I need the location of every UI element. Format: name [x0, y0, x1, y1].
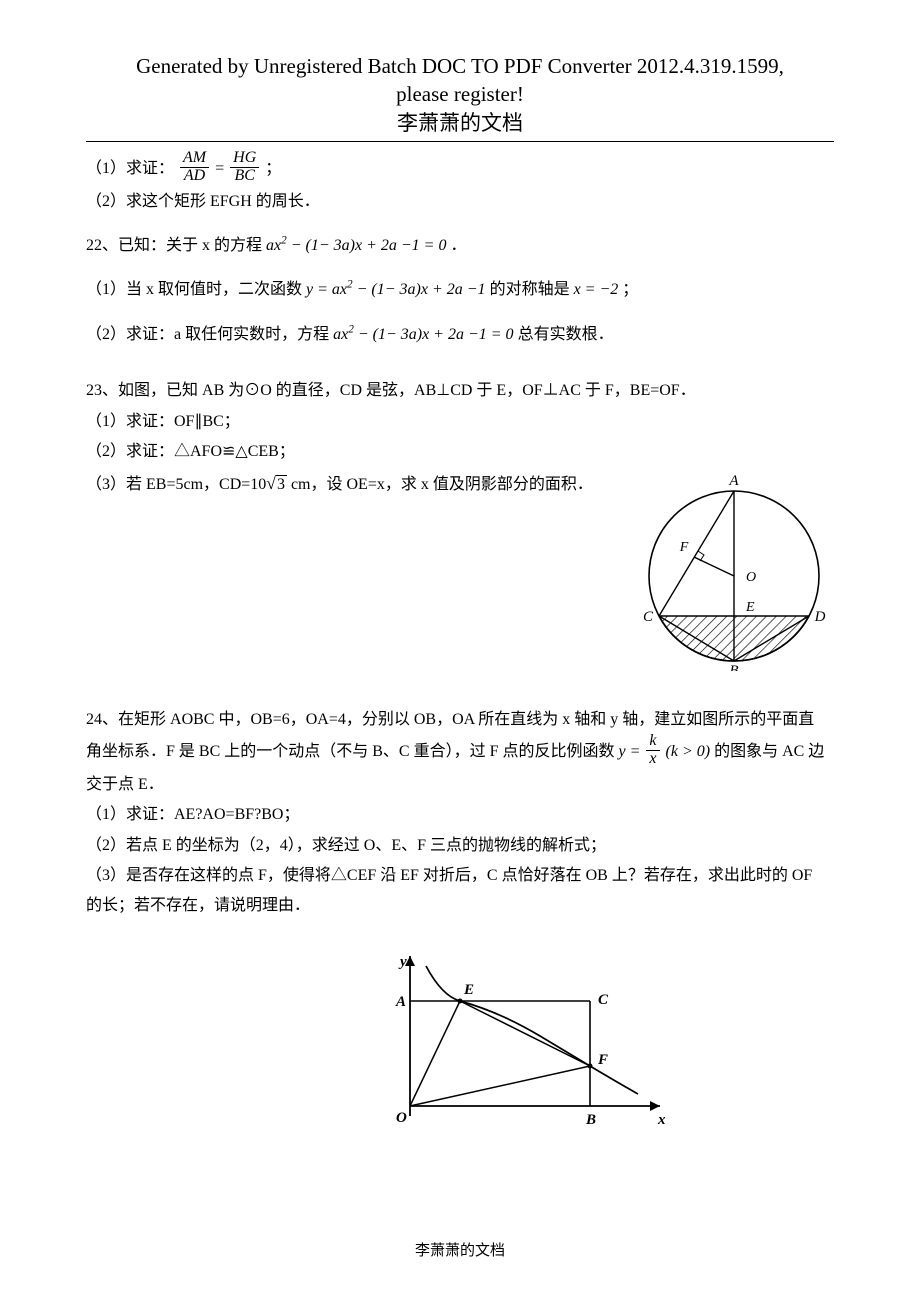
q23-p3-val: 10 [250, 476, 266, 493]
q23-lead: 如图，已知 AB 为⊙O 的直径，CD 是弦，AB⊥CD 于 E，OF⊥AC 于… [118, 382, 696, 399]
q22-p1-y: y = ax2 − (1− 3a)x + 2a −1 [306, 281, 486, 298]
label-D: D [814, 609, 826, 625]
q22-p1-end: ； [622, 281, 638, 298]
footer: 李萧萧的文档 [0, 1239, 920, 1260]
txt: ax [266, 237, 281, 254]
q22-p2-lead: （2）求证：a 取任何实数时，方程 [86, 326, 329, 343]
label-C: C [598, 992, 609, 1008]
axis-x-label: x [657, 1112, 666, 1128]
q23-part2: （2）求证：△AFO≌△CEB； [86, 437, 834, 467]
q21-part1: （1）求证： AM AD = HG BC ； [86, 152, 834, 187]
q23-stem: 23、如图，已知 AB 为⊙O 的直径，CD 是弦，AB⊥CD 于 E，OF⊥A… [86, 376, 834, 406]
sqrt-3: √3 [266, 467, 287, 500]
q22-eq-ax2: ax2 − (1− 3a)x + 2a −1 = 0 [266, 237, 446, 254]
fraction-k-x: k x [646, 733, 659, 768]
q23-number: 23、 [86, 382, 118, 399]
q24-part3b: 的长；若不存在，请说明理由． [86, 891, 834, 921]
label-E: E [745, 600, 755, 615]
label-O: O [396, 1110, 407, 1126]
q24-figure-wrap: y x A C E F B O [206, 946, 834, 1147]
fraction-am-ad: AM AD [180, 150, 209, 185]
page: Generated by Unregistered Batch DOC TO P… [0, 0, 920, 1300]
label-B: B [585, 1112, 596, 1128]
radicand: 3 [276, 475, 287, 493]
q24-part1: （1）求证：AE?AO=BF?BO； [86, 800, 834, 830]
q24-part2: （2）若点 E 的坐标为（2，4），求经过 O、E、F 三点的抛物线的解析式； [86, 831, 834, 861]
frac-den: BC [230, 167, 259, 185]
q22-stem: 22、已知：关于 x 的方程 ax2 − (1− 3a)x + 2a −1 = … [86, 231, 834, 261]
header-rule [86, 141, 834, 142]
q22-part1: （1）当 x 取何值时，二次函数 y = ax2 − (1− 3a)x + 2a… [86, 275, 834, 305]
q24-stem-line3: 交于点 E． [86, 770, 834, 800]
q22-p1-lead: （1）当 x 取何值时，二次函数 [86, 281, 302, 298]
frac-num: k [646, 733, 659, 750]
label-O: O [746, 570, 756, 585]
q24-number: 24、 [86, 711, 118, 728]
q23-p3-lead: （3）若 EB=5cm，CD= [86, 476, 250, 493]
equals: = [215, 160, 228, 177]
q24-lead1: 在矩形 AOBC 中，OB=6，OA=4，分别以 OB，OA 所在直线为 x 轴… [118, 711, 814, 728]
q23-part1: （1）求证：OF∥BC； [86, 407, 834, 437]
q24-lead2a: 角坐标系．F 是 BC 上的一个动点（不与 B、C 重合），过 F 点的反比例函… [86, 743, 615, 760]
q22-p1-axis: x = −2 [574, 281, 619, 298]
doc-header: Generated by Unregistered Batch DOC TO P… [86, 52, 834, 137]
txt: − (1− 3a)x + 2a −1 = 0 [354, 326, 514, 343]
q22-p1-tail: 的对称轴是 [490, 281, 570, 298]
q24-stem-line2: 角坐标系．F 是 BC 上的一个动点（不与 B、C 重合），过 F 点的反比例函… [86, 735, 834, 770]
header-line1: Generated by Unregistered Batch DOC TO P… [136, 54, 784, 78]
fraction-hg-bc: HG BC [230, 150, 259, 185]
label-C: C [643, 609, 654, 625]
circle-diagram-svg: A B C D E F O [634, 471, 834, 671]
q24-lead2b: 的图象与 AC 边 [714, 743, 824, 760]
txt: y = ax [306, 281, 347, 298]
q21-p1-prefix: （1）求证： [86, 160, 174, 177]
txt: ax [333, 326, 348, 343]
label-A: A [728, 473, 739, 489]
frac-num: HG [230, 150, 259, 167]
q22-p2-eq: ax2 − (1− 3a)x + 2a −1 = 0 [333, 326, 513, 343]
txt: − (1− 3a)x + 2a −1 = 0 [287, 237, 447, 254]
label-B: B [729, 663, 738, 671]
q24-yeq: y = [619, 743, 645, 760]
q24-stem-line1: 24、在矩形 AOBC 中，OB=6，OA=4，分别以 OB，OA 所在直线为 … [86, 705, 834, 735]
q22-period: ． [450, 237, 466, 254]
frac-den: x [646, 750, 659, 768]
q23-figure: A B C D E F O [634, 471, 834, 682]
q22-number: 22、 [86, 237, 118, 254]
label-E: E [463, 982, 474, 998]
coord-diagram-svg: y x A C E F B O [370, 946, 670, 1136]
q22-lead: 已知：关于 x 的方程 [118, 237, 262, 254]
frac-den: AD [180, 167, 209, 185]
q22-p2-tail: 总有实数根． [518, 326, 614, 343]
q24-kcond: (k > 0) [666, 743, 711, 760]
q22-part2: （2）求证：a 取任何实数时，方程 ax2 − (1− 3a)x + 2a −1… [86, 320, 834, 350]
q21-part2: （2）求这个矩形 EFGH 的周长． [86, 187, 834, 217]
label-F: F [679, 540, 689, 555]
frac-num: AM [180, 150, 209, 167]
label-A: A [395, 994, 406, 1010]
label-F: F [597, 1052, 608, 1068]
q21-p1-suffix: ； [265, 160, 281, 177]
q23-p3-mid: cm，设 OE=x，求 x 值及阴影部分的面积． [287, 476, 593, 493]
axis-y-label: y [398, 954, 407, 970]
body: （1）求证： AM AD = HG BC ； （2）求这个矩形 EFGH 的周长… [86, 152, 834, 1147]
header-line3: 李萧萧的文档 [397, 111, 523, 135]
header-line2: please register! [396, 82, 524, 106]
q24-part3a: （3）是否存在这样的点 F，使得将△CEF 沿 EF 对折后，C 点恰好落在 O… [86, 861, 834, 891]
txt: − (1− 3a)x + 2a −1 [353, 281, 486, 298]
